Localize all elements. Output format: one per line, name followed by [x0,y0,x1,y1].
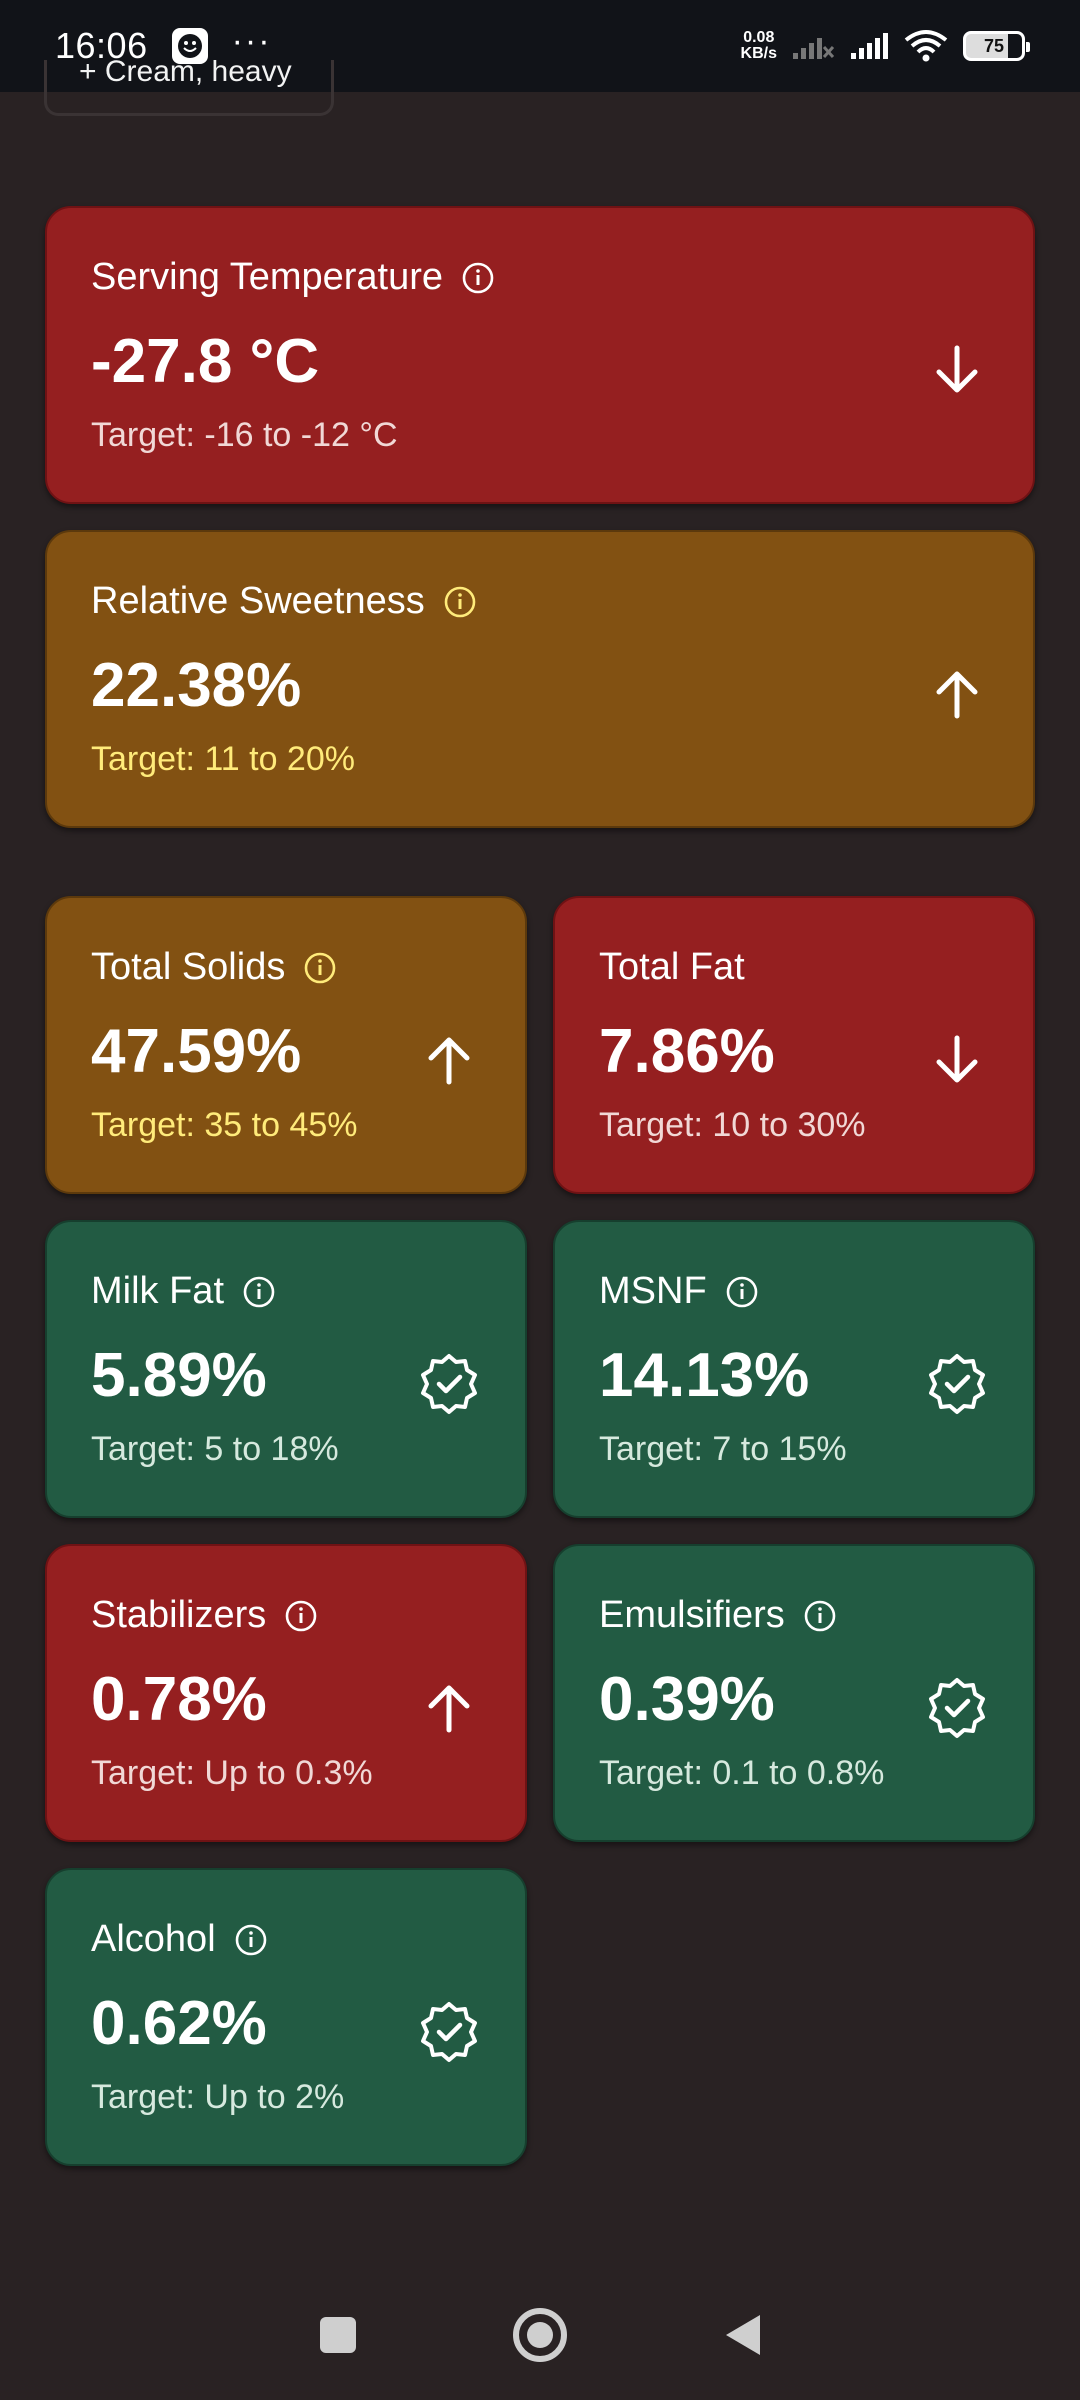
info-icon[interactable] [461,261,495,295]
check-badge-icon [929,1354,985,1414]
alcohol-value: 0.62% [91,1989,267,2058]
arrow-down-icon [936,345,978,393]
net-speed: 0.08 KB/s [741,30,777,62]
serving-temperature-target: Target: -16 to -12 °C [91,416,398,454]
total-solids-card: Total Solids 47.59% Target: 35 to 45% [45,896,527,1194]
serving-temperature-title: Serving Temperature [91,256,444,298]
card-title: Emulsifiers [599,1594,837,1637]
relative-sweetness-title: Relative Sweetness [91,580,425,622]
milk-fat-target: Target: 5 to 18% [91,1430,339,1468]
emulsifiers-target: Target: 0.1 to 0.8% [599,1754,885,1792]
signal-off-icon [793,38,835,59]
card-title: MSNF [599,1270,759,1313]
total-fat-target: Target: 10 to 30% [599,1106,866,1144]
msnf-value: 14.13% [599,1341,810,1410]
check-badge-icon [929,1678,985,1738]
back-button[interactable] [720,2311,764,2359]
total-solids-title: Total Solids [91,946,286,988]
home-button[interactable] [510,2305,570,2365]
info-icon[interactable] [725,1275,759,1309]
recents-button[interactable] [316,2313,360,2357]
milk-fat-title: Milk Fat [91,1270,224,1312]
status-time: 16:06 [55,25,148,66]
card-title: Total Fat [599,946,745,989]
net-speed-unit: KB/s [740,45,777,62]
total-solids-target: Target: 35 to 45% [91,1106,358,1144]
stabilizers-card: Stabilizers 0.78% Target: Up to 0.3% [45,1544,527,1842]
stabilizers-target: Target: Up to 0.3% [91,1754,373,1792]
milk-fat-value: 5.89% [91,1341,267,1410]
wifi-icon [904,30,948,62]
total-fat-value: 7.86% [599,1017,775,1086]
milk-fat-card: Milk Fat 5.89% Target: 5 to 18% [45,1220,527,1518]
status-bar: 16:06 ··· 0.08 KB/s 75 [0,0,1080,92]
check-badge-icon [421,2002,477,2062]
card-title: Relative Sweetness [91,580,477,623]
system-nav-bar [0,2270,1080,2400]
check-badge-icon [421,1354,477,1414]
ingredient-chip-label: + Cream, heavy [79,60,292,88]
card-title: Stabilizers [91,1594,318,1637]
signal-icon [851,33,888,59]
emulsifiers-value: 0.39% [599,1665,775,1734]
msnf-title: MSNF [599,1270,707,1312]
info-icon[interactable] [242,1275,276,1309]
alcohol-card: Alcohol 0.62% Target: Up to 2% [45,1868,527,2166]
battery-icon: 75 [963,31,1030,61]
relative-sweetness-value: 22.38% [91,651,302,720]
info-icon[interactable] [303,951,337,985]
info-icon[interactable] [443,585,477,619]
relative-sweetness-card: Relative Sweetness 22.38% Target: 11 to … [45,530,1035,828]
msnf-target: Target: 7 to 15% [599,1430,847,1468]
card-title: Milk Fat [91,1270,276,1313]
info-icon[interactable] [234,1923,268,1957]
emulsifiers-card: Emulsifiers 0.39% Target: 0.1 to 0.8% [553,1544,1035,1842]
info-icon[interactable] [803,1599,837,1633]
card-title: Alcohol [91,1918,268,1961]
alcohol-title: Alcohol [91,1918,216,1960]
serving-temperature-card: Serving Temperature -27.8 °C Target: -16… [45,206,1035,504]
info-icon[interactable] [284,1599,318,1633]
total-fat-title: Total Fat [599,946,745,988]
stabilizers-value: 0.78% [91,1665,267,1734]
relative-sweetness-target: Target: 11 to 20% [91,740,355,778]
emulsifiers-title: Emulsifiers [599,1594,785,1636]
arrow-up-icon [428,1685,470,1733]
ingredient-chip[interactable]: + Cream, heavy [44,60,334,116]
arrow-up-icon [936,671,978,719]
total-fat-card: Total Fat 7.86% Target: 10 to 30% [553,896,1035,1194]
smiley-notification-icon [171,28,208,64]
card-title: Serving Temperature [91,256,495,299]
total-solids-value: 47.59% [91,1017,302,1086]
more-notifications-icon: ··· [231,22,272,60]
card-title: Total Solids [91,946,337,989]
serving-temperature-value: -27.8 °C [91,327,320,396]
net-speed-value: 0.08 [743,29,775,46]
stabilizers-title: Stabilizers [91,1594,267,1636]
arrow-down-icon [936,1035,978,1083]
msnf-card: MSNF 14.13% Target: 7 to 15% [553,1220,1035,1518]
alcohol-target: Target: Up to 2% [91,2078,345,2116]
arrow-up-icon [428,1037,470,1085]
